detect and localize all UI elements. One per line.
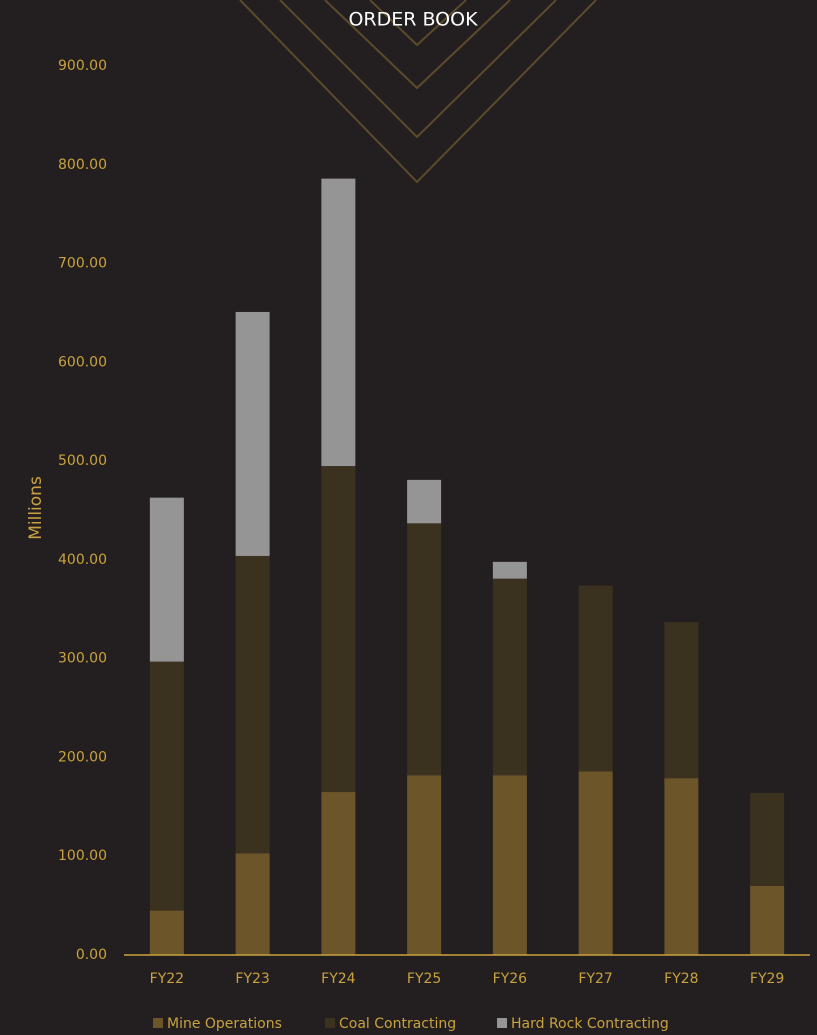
x-tick-label: FY23 [235,971,269,987]
bar-segment [492,578,527,776]
bar-segment [750,793,785,886]
bar-segment [578,771,613,955]
bar-segment [750,885,785,955]
y-axis-label: Millions [26,476,46,540]
legend-swatch [497,1018,507,1028]
bar-segment [407,523,442,776]
bar-segment [235,853,270,955]
x-tick-label: FY29 [750,971,784,987]
bar-segment [235,555,270,854]
legend-label: Mine Operations [167,1016,282,1032]
y-tick-label: 900.00 [58,58,107,74]
y-tick-label: 100.00 [58,848,107,864]
bar-segment [492,775,527,955]
x-tick-label: FY24 [321,971,356,987]
y-tick-label: 800.00 [58,157,107,173]
x-tick-label: FY28 [664,971,698,987]
bar-segment [492,561,527,579]
bar-segment [149,661,184,911]
x-tick-label: FY27 [578,971,612,987]
y-tick-label: 200.00 [58,749,107,765]
bar-segment [321,466,356,793]
bar-segment [235,311,270,556]
bar-segment [321,792,356,955]
y-tick-label: 0.00 [76,947,107,963]
bar-segment [149,910,184,955]
x-tick-label: FY26 [493,971,528,987]
x-tick-label: FY25 [407,971,441,987]
y-tick-label: 500.00 [58,453,107,469]
chart-title: ORDER BOOK [348,9,478,31]
bar-segment [321,178,356,467]
bar-segment [407,775,442,955]
y-tick-label: 600.00 [58,354,107,370]
bar-segment [407,479,442,524]
bar-segment [664,778,699,955]
legend-label: Coal Contracting [339,1016,456,1032]
x-tick-label: FY22 [150,971,184,987]
bar-segment [149,497,184,662]
legend-swatch [153,1018,163,1028]
y-tick-label: 700.00 [58,256,107,272]
bar-segment [664,622,699,779]
legend-label: Hard Rock Contracting [511,1016,669,1032]
y-tick-label: 300.00 [58,651,107,667]
bar-segment [578,585,613,772]
y-tick-label: 400.00 [58,552,107,568]
legend-swatch [325,1018,335,1028]
decoration [239,0,597,184]
